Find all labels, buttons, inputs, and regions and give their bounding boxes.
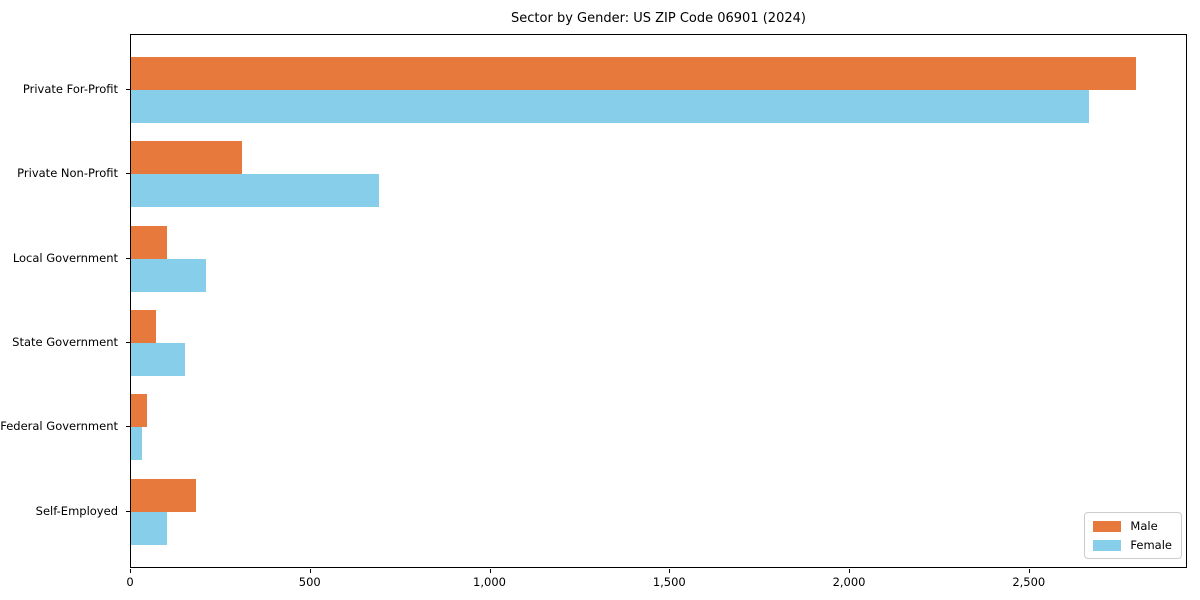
male-legend-label: Male <box>1130 519 1158 533</box>
male-legend-swatch <box>1093 520 1122 532</box>
x-axis-tick-label: 500 <box>298 575 321 589</box>
bar-male-self-employed <box>131 478 196 512</box>
x-axis-tick-label: 1,000 <box>473 575 506 589</box>
bar-female-private-non-profit <box>131 174 379 208</box>
y-axis-label-self-employed: Self-Employed <box>35 503 118 518</box>
bar-female-state-government <box>131 342 185 376</box>
y-axis-tick <box>126 341 130 343</box>
x-axis-tick <box>309 569 311 573</box>
legend-item-male: Male <box>1093 519 1172 533</box>
y-axis-label-private-for-profit: Private For-Profit <box>22 82 118 96</box>
x-axis-tick-label: 0 <box>126 575 134 589</box>
bar-male-local-government <box>131 225 167 259</box>
female-legend-swatch <box>1093 539 1122 551</box>
chart-title: Sector by Gender: US ZIP Code 06901 (202… <box>511 11 806 26</box>
bar-female-self-employed <box>131 511 167 545</box>
x-axis-tick-label: 2,500 <box>1012 575 1046 589</box>
y-axis-tick <box>126 257 130 259</box>
y-axis-label-private-non-profit: Private Non-Profit <box>17 166 118 181</box>
bar-male-private-non-profit <box>131 141 243 175</box>
y-axis-tick <box>126 510 130 512</box>
y-axis-tick <box>126 426 130 428</box>
x-axis-tick-label: 2,000 <box>832 575 866 589</box>
x-axis-tick <box>849 569 851 573</box>
legend-item-female: Female <box>1093 538 1172 552</box>
female-legend-label: Female <box>1130 538 1172 552</box>
x-axis-tick-label: 1,500 <box>652 575 686 589</box>
bar-male-federal-government <box>131 394 148 428</box>
y-axis-tick <box>126 173 130 175</box>
x-axis-tick <box>669 569 671 573</box>
bar-female-federal-government <box>131 427 142 461</box>
bar-female-local-government <box>131 258 207 292</box>
bar-male-state-government <box>131 309 157 343</box>
y-axis-tick <box>126 89 130 90</box>
legend: Male Female <box>1084 512 1182 559</box>
plot-area: Male Female <box>130 34 1187 568</box>
bar-male-private-for-profit <box>131 57 1136 90</box>
x-axis-tick <box>130 569 131 573</box>
y-axis-label-local-government: Local Government <box>12 250 118 265</box>
bar-female-private-for-profit <box>131 90 1090 123</box>
y-axis-label-state-government: State Government <box>12 334 118 349</box>
y-axis-label-federal-government: Federal Government <box>0 419 118 434</box>
x-axis-tick <box>489 569 491 573</box>
x-axis-tick <box>1028 569 1030 573</box>
